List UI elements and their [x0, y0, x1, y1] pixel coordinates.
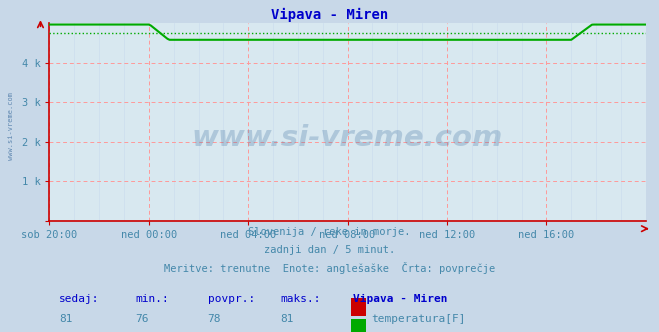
Text: 81: 81: [280, 314, 293, 324]
Text: Vipava - Miren: Vipava - Miren: [353, 294, 447, 304]
Text: Vipava - Miren: Vipava - Miren: [271, 8, 388, 23]
Text: 81: 81: [59, 314, 72, 324]
Text: temperatura[F]: temperatura[F]: [371, 314, 465, 324]
Text: maks.:: maks.:: [280, 294, 320, 304]
Text: 78: 78: [208, 314, 221, 324]
Text: www.si-vreme.com: www.si-vreme.com: [192, 124, 503, 152]
Text: 76: 76: [135, 314, 148, 324]
Text: www.si-vreme.com: www.si-vreme.com: [8, 92, 14, 160]
Text: sedaj:: sedaj:: [59, 294, 100, 304]
Text: min.:: min.:: [135, 294, 169, 304]
Text: Slovenija / reke in morje.: Slovenija / reke in morje.: [248, 227, 411, 237]
Text: zadnji dan / 5 minut.: zadnji dan / 5 minut.: [264, 245, 395, 255]
Text: Meritve: trenutne  Enote: anglešaške  Črta: povprečje: Meritve: trenutne Enote: anglešaške Črta…: [164, 262, 495, 274]
Text: povpr.:: povpr.:: [208, 294, 255, 304]
